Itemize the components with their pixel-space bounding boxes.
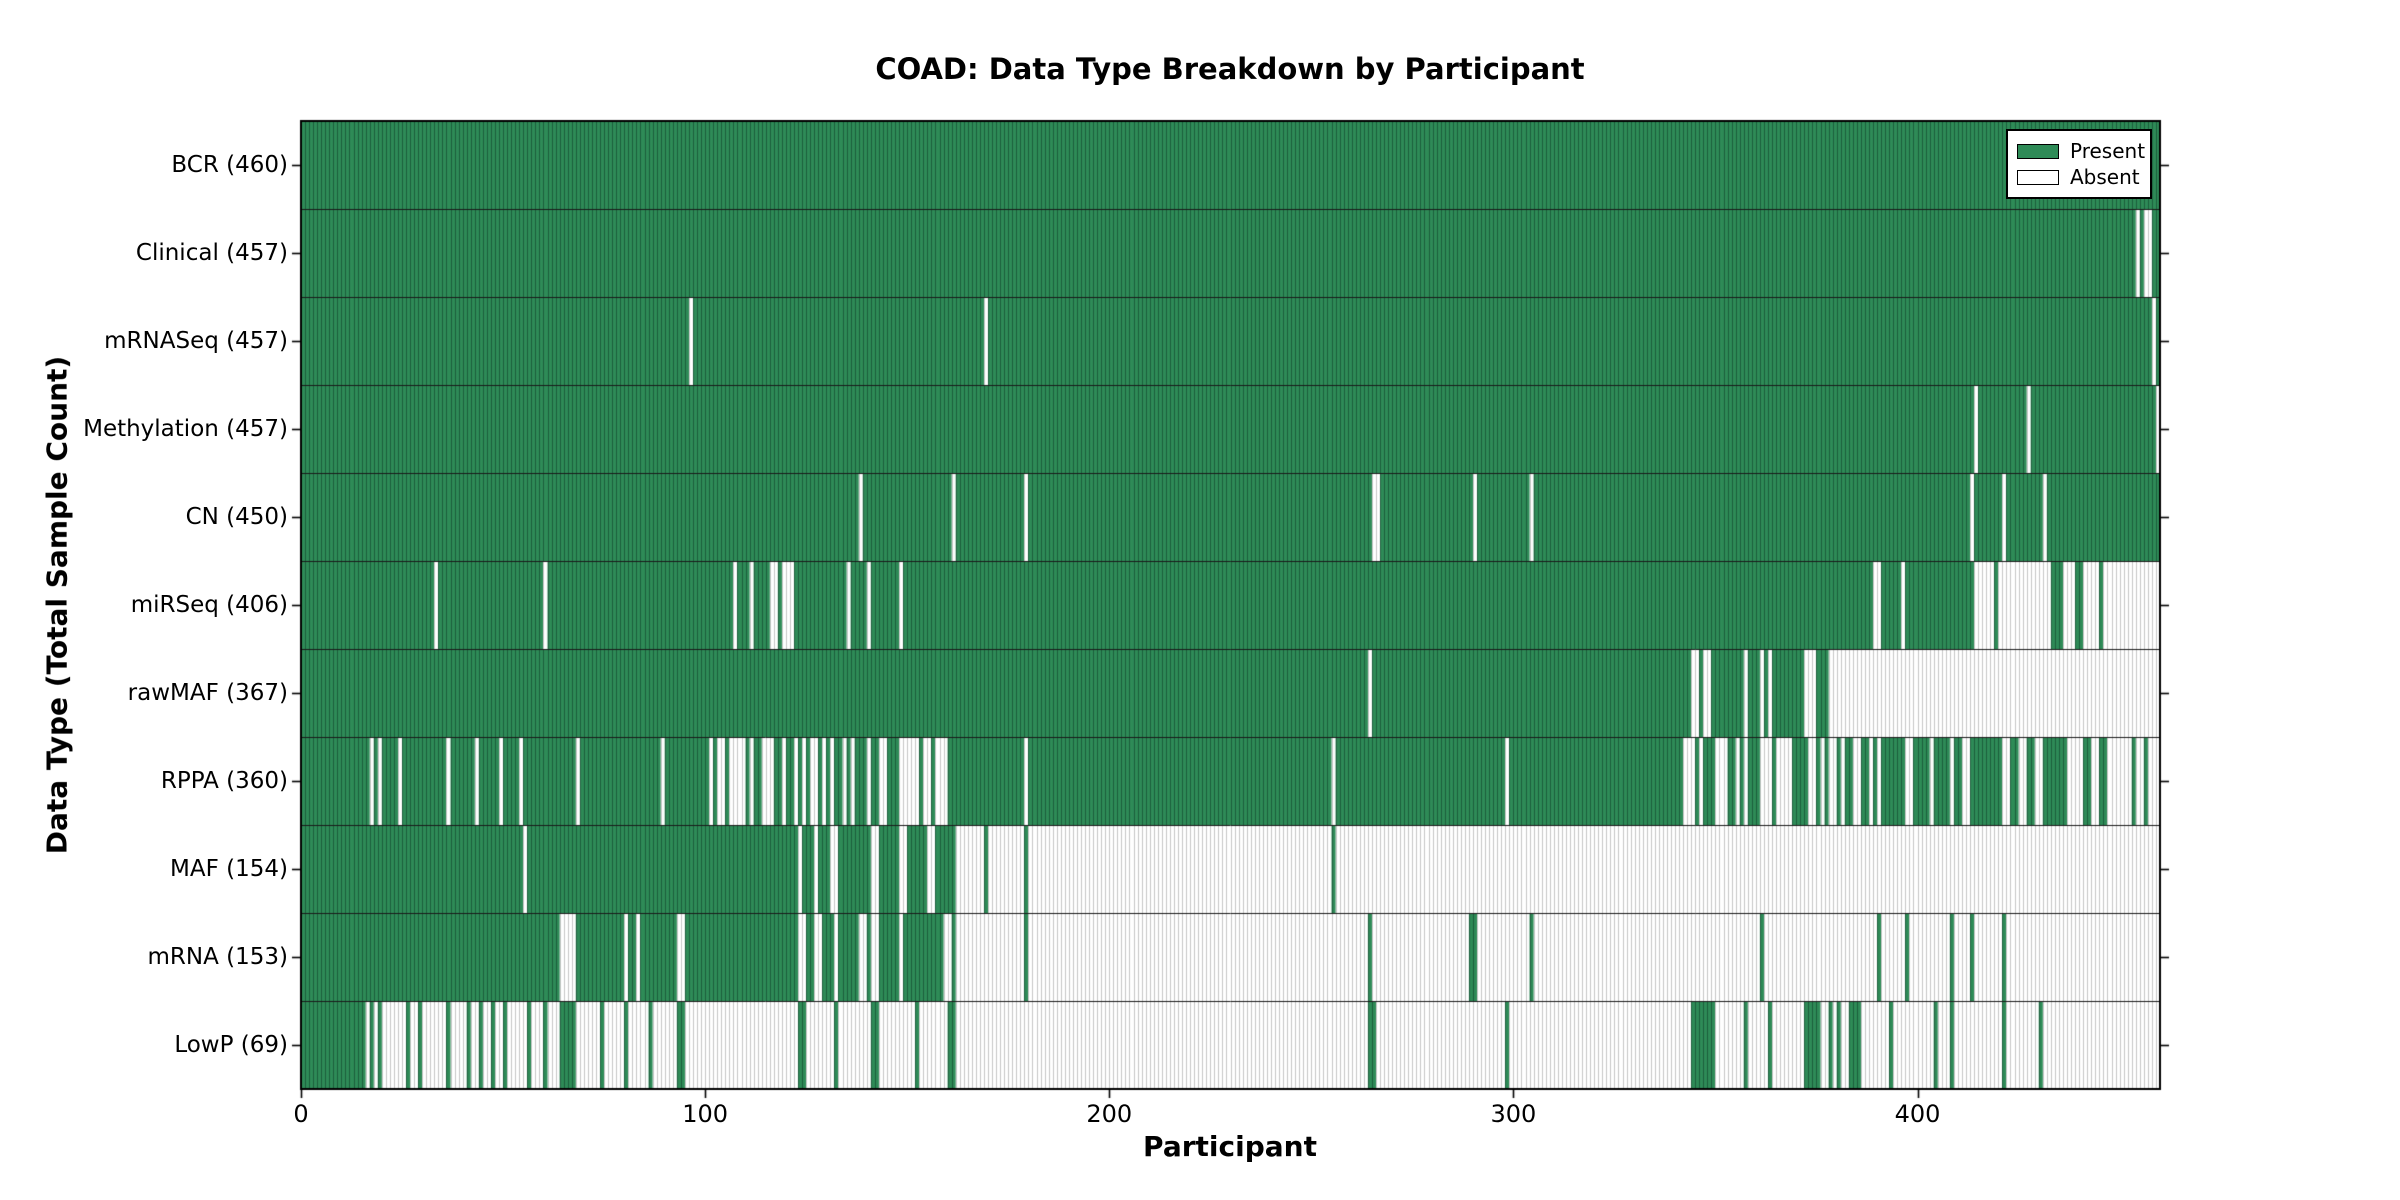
y-tick-label-Methylation: Methylation (457) xyxy=(83,416,288,442)
y-tick-label-mRNASeq: mRNASeq (457) xyxy=(104,328,288,354)
legend-label: Present xyxy=(2070,139,2146,163)
legend-swatch-present xyxy=(2017,143,2059,159)
y-tick-label-Clinical: Clinical (457) xyxy=(135,240,288,266)
y-tick-label-mRNA: mRNA (153) xyxy=(147,944,288,970)
x-tick-label-0: 0 xyxy=(293,1100,309,1128)
legend-item-present: Present xyxy=(2017,138,2145,164)
x-tick-label-100: 100 xyxy=(682,1100,729,1128)
y-tick-label-RPPA: RPPA (360) xyxy=(160,768,288,794)
x-tick-label-300: 300 xyxy=(1490,1100,1537,1128)
y-tick-label-BCR: BCR (460) xyxy=(171,152,288,178)
y-tick-label-CN: CN (450) xyxy=(185,504,288,530)
x-tick-label-400: 400 xyxy=(1894,1100,1941,1128)
legend-item-absent: Absent xyxy=(2017,164,2140,190)
y-tick-label-LowP: LowP (69) xyxy=(174,1032,288,1058)
y-tick-label-MAF: MAF (154) xyxy=(170,856,288,882)
chart-title: COAD: Data Type Breakdown by Participant xyxy=(875,52,1585,86)
y-tick-label-miRSeq: miRSeq (406) xyxy=(130,592,288,618)
x-tick-label-200: 200 xyxy=(1086,1100,1133,1128)
y-tick-label-rawMAF: rawMAF (367) xyxy=(127,680,288,706)
x-axis-label: Participant xyxy=(1143,1130,1317,1163)
legend-label: Absent xyxy=(2070,165,2140,189)
legend-swatch-absent xyxy=(2017,169,2059,185)
legend: Present Absent xyxy=(2006,129,2152,199)
